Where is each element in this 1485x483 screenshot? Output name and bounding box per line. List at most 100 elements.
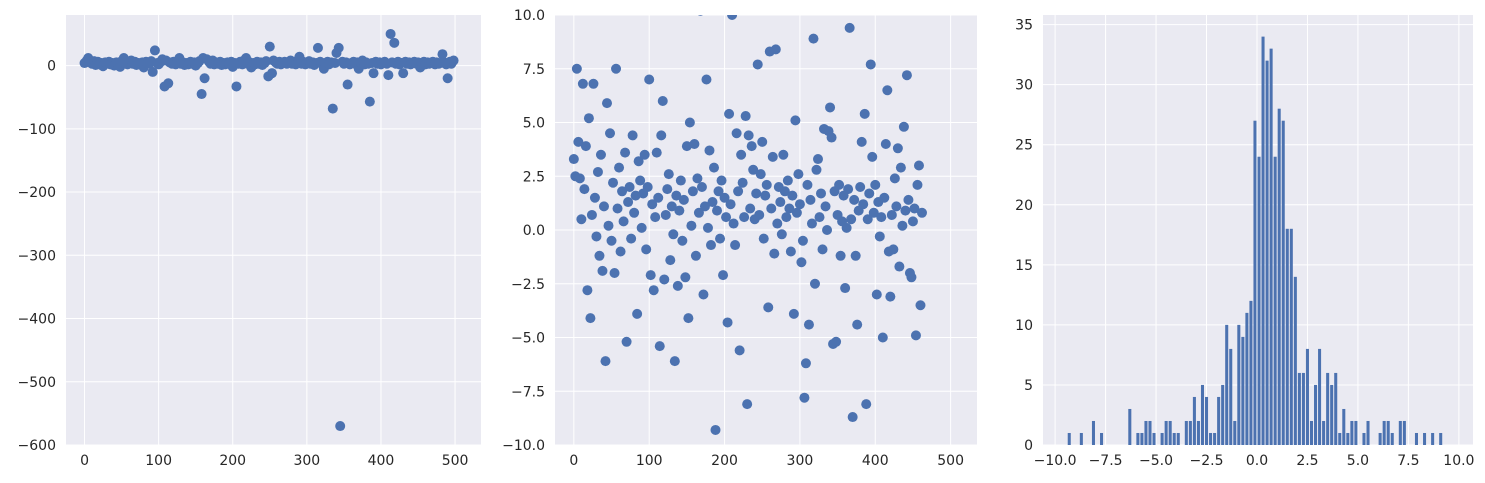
data-point [891,201,902,212]
histogram-bar [1148,420,1152,445]
data-point [639,149,650,160]
data-point [149,45,160,56]
histogram-bar [1192,396,1196,445]
data-point [681,141,692,152]
histogram-bar [1354,420,1358,445]
histogram-bar [1314,384,1318,445]
plot-area [66,15,481,445]
data-point [617,186,628,197]
data-point [327,103,338,114]
data-point [849,194,860,205]
y-tick-label: 0 [47,59,56,75]
y-tick-label: 5.0 [523,116,545,132]
data-point [913,160,924,171]
data-point [806,218,817,229]
data-point [814,212,825,223]
data-point [900,205,911,216]
histogram-bar [1245,312,1249,445]
data-point [231,81,242,92]
data-point [715,233,726,244]
x-tick-label: 5.0 [1347,453,1369,469]
data-point [586,209,597,220]
histogram-bar [1269,48,1273,445]
data-point [582,285,593,296]
data-point [606,235,617,246]
x-tick-label: −2.5 [1190,453,1224,469]
data-point [745,203,756,214]
data-point [568,154,579,165]
data-point [754,209,765,220]
data-point [589,192,600,203]
y-tick-label: 10 [1015,318,1033,334]
data-point [583,113,594,124]
x-tick-label: 2.5 [1296,453,1318,469]
data-point [630,190,641,201]
data-point [389,37,400,48]
histogram-bar [1184,420,1188,445]
data-point [707,197,718,208]
data-point [642,182,653,192]
data-point [665,255,676,266]
y-tick-label: −7.5 [511,384,545,400]
data-point [722,317,733,328]
data-point [683,313,694,324]
histogram-bar [1188,420,1192,445]
data-point [330,58,341,69]
data-point [603,220,614,231]
data-point [697,15,703,16]
data-point [692,173,703,184]
data-point [880,139,891,149]
data-point [805,194,816,205]
data-point [763,302,774,313]
data-point [611,63,622,74]
data-point [784,203,795,214]
histogram-bar [1152,432,1156,445]
data-point [699,201,710,212]
data-point [790,115,801,126]
data-point [779,186,790,197]
data-point [820,201,831,212]
data-point [802,179,813,190]
data-point [698,289,709,300]
histogram-bar [1431,432,1435,445]
data-point [335,421,346,432]
data-point [636,222,647,233]
x-tick-label: 300 [293,453,320,469]
scatter-panel-middle: 0 100 200 300 400 500 10.0 7.5 5.0 2.5 0.0 −2.5 −5.0… [502,8,977,469]
data-point [889,173,900,184]
data-point [844,22,855,33]
scatter-panel-left: 0 100 200 300 400 500 0 −100 −200 −300 −400 −500 −60… [18,15,481,469]
data-point [751,188,762,199]
data-point [672,280,683,291]
data-point [906,272,917,283]
x-tick-label: 500 [442,453,469,469]
data-point [614,162,625,173]
histogram-bar [1100,432,1104,445]
histogram-bar [1229,348,1233,445]
data-point [826,132,837,143]
data-point [633,156,644,167]
histogram-bar [1140,432,1144,445]
data-point [850,250,861,261]
histogram-bar [1168,420,1172,445]
histogram-bar [1079,432,1083,445]
histogram-bar [1350,420,1354,445]
data-point [907,216,918,227]
data-point [588,78,599,89]
data-point [800,358,811,369]
histogram-bar [1237,324,1241,445]
data-point [600,356,611,367]
histogram-bar [1221,384,1225,445]
gridlines [555,14,977,446]
data-point [579,184,590,195]
data-point [846,214,857,225]
data-point [894,261,905,272]
y-tick-label: −300 [18,248,56,264]
histogram-bar [1289,228,1293,445]
data-point [654,341,665,352]
histogram-bar [1241,336,1245,445]
y-tick-label: 0.0 [523,223,545,239]
data-point [841,222,852,233]
data-point [725,199,736,210]
data-point [740,111,751,122]
